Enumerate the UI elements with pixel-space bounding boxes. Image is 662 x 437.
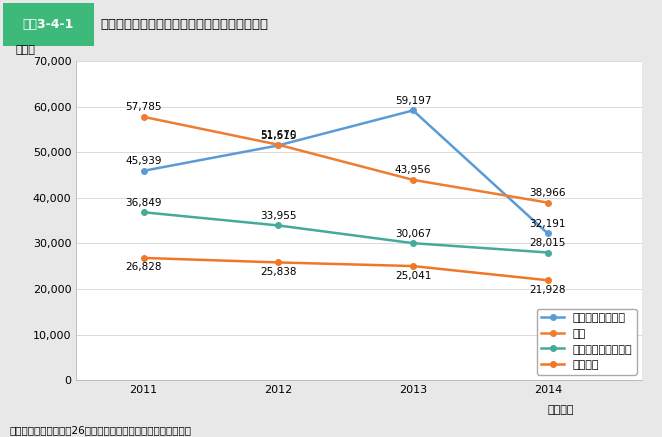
- 解雇: [140, 114, 148, 119]
- 労働条件の引き下げ: [140, 210, 148, 215]
- Text: 51,515: 51,515: [260, 131, 297, 141]
- Text: 26,828: 26,828: [125, 263, 162, 273]
- Line: 退職勧奨: 退職勧奨: [141, 255, 551, 283]
- Text: 51,670: 51,670: [260, 130, 297, 140]
- Text: 資料：厚生労働省「带26年度個別労働紛争解決制度施行状況」: 資料：厚生労働省「带26年度個別労働紛争解決制度施行状況」: [10, 425, 192, 435]
- Text: 33,955: 33,955: [260, 211, 297, 221]
- Line: 労働条件の引き下げ: 労働条件の引き下げ: [141, 209, 551, 255]
- いじめ・嫨がらせ: [409, 108, 417, 113]
- いじめ・嫨がらせ: [274, 143, 282, 148]
- 解雇: [544, 200, 551, 205]
- 退職勧奨: [274, 260, 282, 265]
- Y-axis label: （件）: （件）: [15, 45, 35, 55]
- Text: 図表3-4-1: 図表3-4-1: [23, 18, 73, 31]
- 労働条件の引き下げ: [274, 223, 282, 228]
- Text: 30,067: 30,067: [395, 229, 431, 239]
- Text: 36,849: 36,849: [125, 198, 162, 208]
- Text: （年度）: （年度）: [547, 405, 575, 415]
- Text: 28,015: 28,015: [530, 238, 566, 248]
- Line: 解雇: 解雇: [141, 114, 551, 205]
- 退職勧奨: [544, 277, 551, 283]
- Text: 59,197: 59,197: [395, 96, 431, 106]
- Line: いじめ・嫨がらせ: いじめ・嫨がらせ: [141, 108, 551, 236]
- Text: 45,939: 45,939: [125, 156, 162, 166]
- いじめ・嫨がらせ: [140, 168, 148, 173]
- Legend: いじめ・嫨がらせ, 解雇, 労働条件の引き下げ, 退職勧奨: いじめ・嫨がらせ, 解雇, 労働条件の引き下げ, 退職勧奨: [537, 309, 637, 375]
- 退職勧奨: [409, 264, 417, 269]
- Text: 32,191: 32,191: [530, 219, 566, 229]
- Text: 43,956: 43,956: [395, 165, 431, 175]
- Bar: [92, 3, 94, 46]
- Text: 25,838: 25,838: [260, 267, 297, 277]
- 退職勧奨: [140, 255, 148, 260]
- Text: 38,966: 38,966: [530, 188, 566, 198]
- Text: 民事上の個別労働紛争の相談内容の件数の推移: 民事上の個別労働紛争の相談内容の件数の推移: [101, 18, 268, 31]
- Text: 25,041: 25,041: [395, 271, 431, 281]
- Text: 57,785: 57,785: [125, 102, 162, 112]
- 労働条件の引き下げ: [544, 250, 551, 255]
- Text: 21,928: 21,928: [530, 285, 566, 295]
- 解雇: [274, 142, 282, 147]
- 解雇: [409, 177, 417, 183]
- いじめ・嫨がらせ: [544, 231, 551, 236]
- Bar: [3, 3, 92, 46]
- 労働条件の引き下げ: [409, 240, 417, 246]
